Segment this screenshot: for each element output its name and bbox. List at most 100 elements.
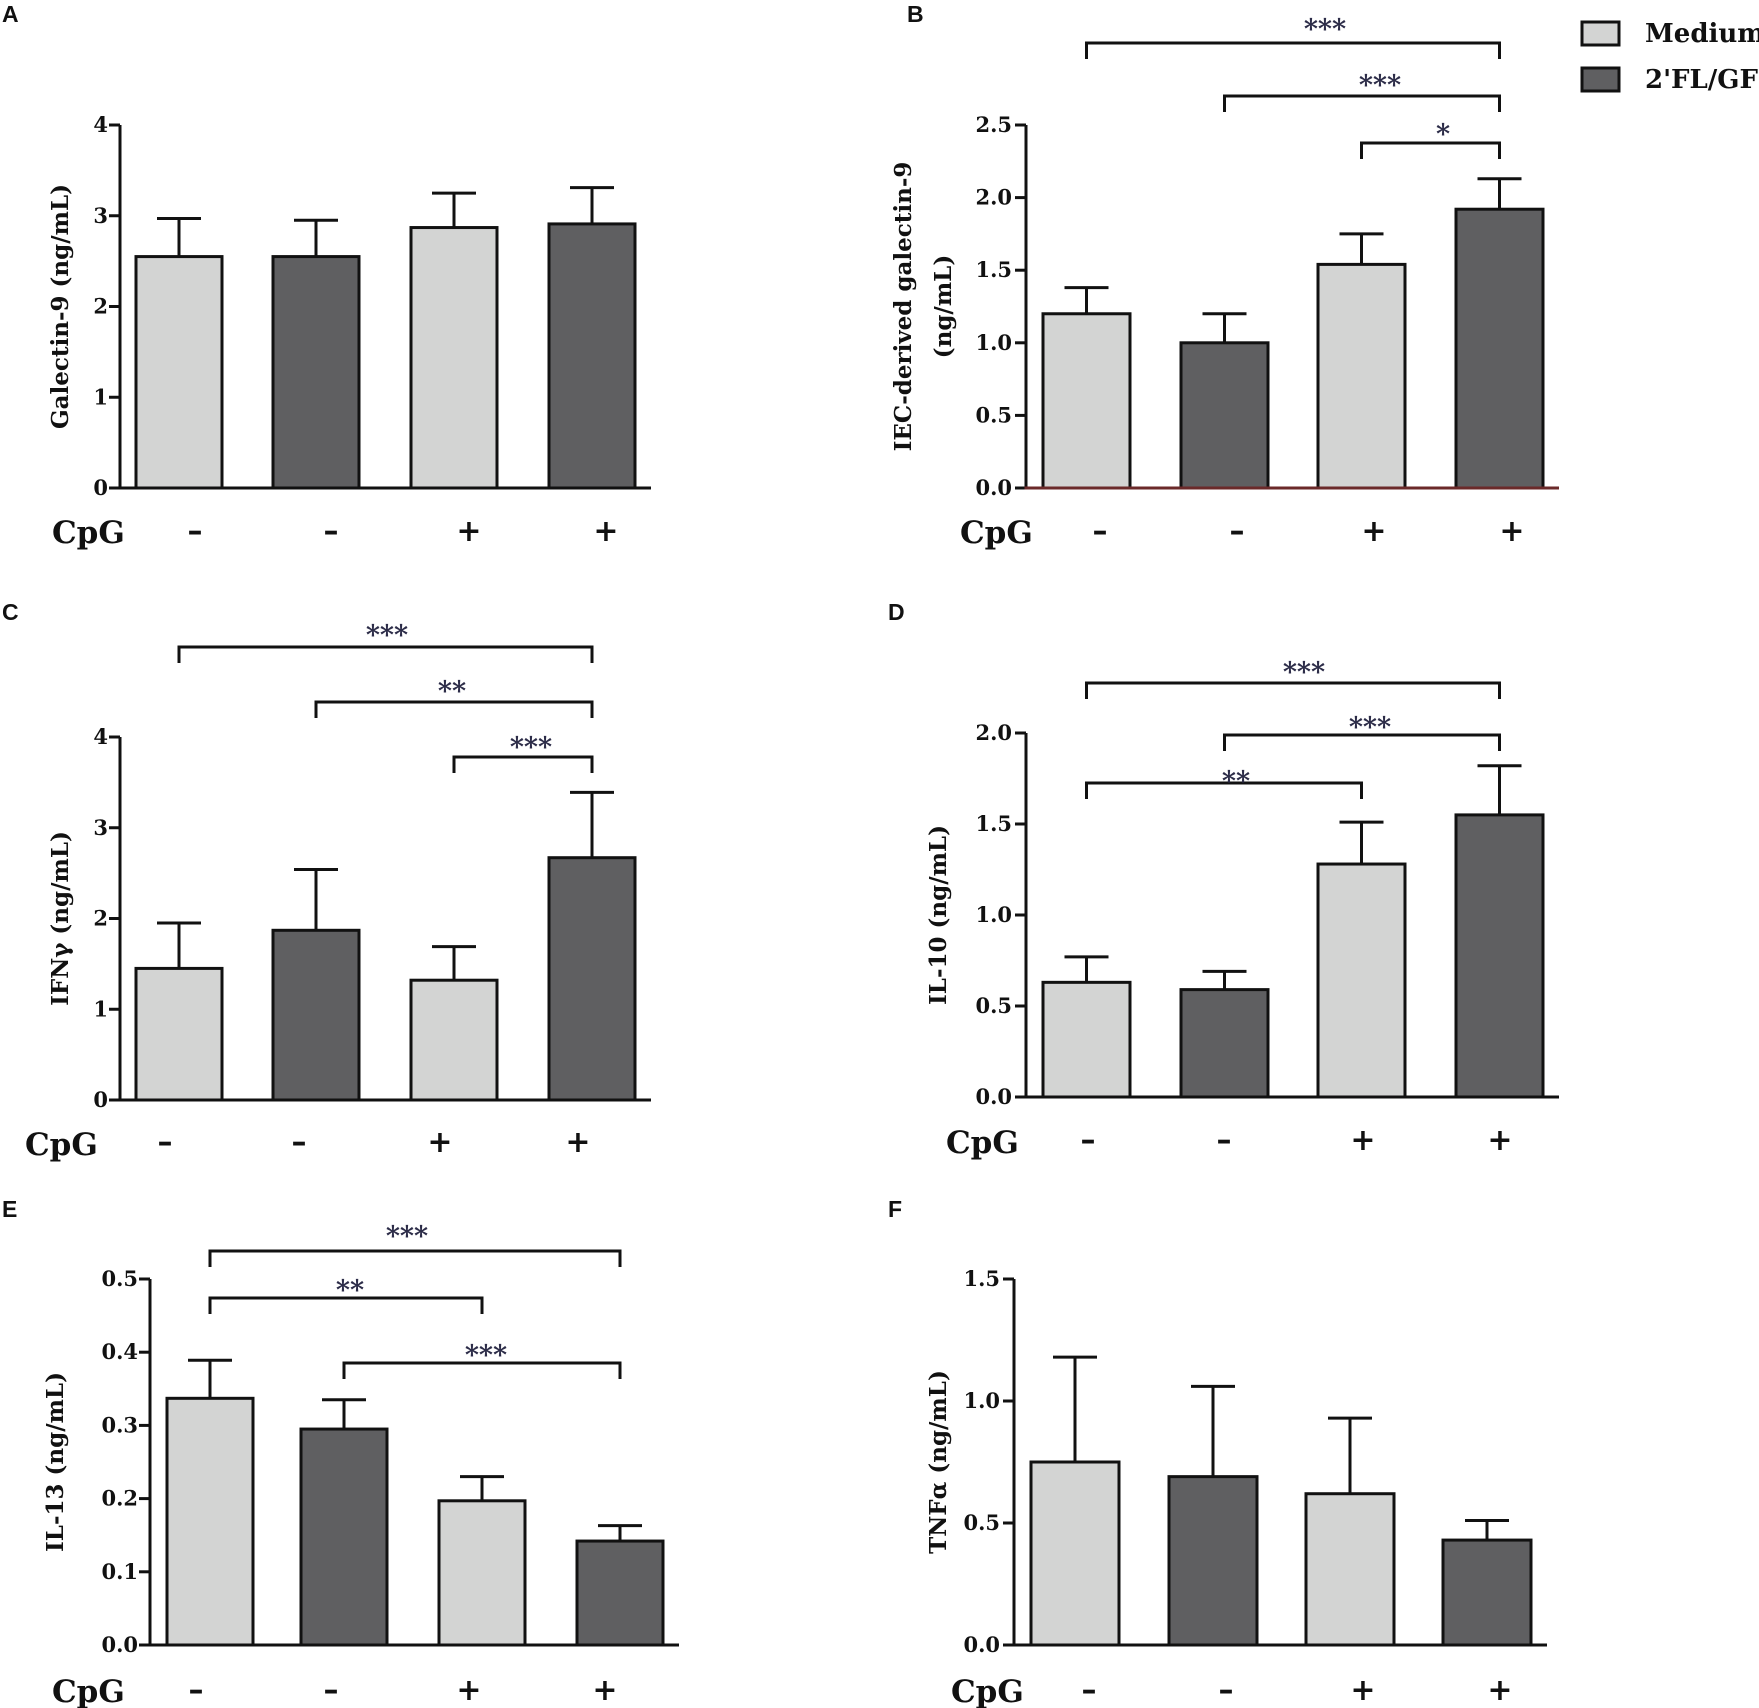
cpg-sign: – xyxy=(189,1673,204,1708)
panel-A: A 0 1 2 3 4 Galectin-9 (ng/mL) CpG – – + + xyxy=(2,1,651,551)
legend-swatch xyxy=(1580,66,1621,93)
y-axis-label: (ng/mL) xyxy=(930,255,957,358)
significance-label: ** xyxy=(438,676,466,707)
cpg-sign: – xyxy=(1093,514,1108,549)
y-tick-label: 0.5 xyxy=(963,1510,1000,1535)
cpg-label: CpG xyxy=(52,1674,125,1708)
cpg-sign: – xyxy=(1082,1673,1097,1708)
panel-D: D0.00.51.01.52.0IL-10 (ng/mL)CpG – – + +****… xyxy=(888,599,1559,1161)
bar xyxy=(1029,1460,1121,1647)
bar xyxy=(437,1499,527,1647)
bar xyxy=(1179,341,1270,490)
bar xyxy=(134,255,224,490)
y-tick-label: 0.2 xyxy=(101,1486,138,1511)
legend-label: 2'FL/GF xyxy=(1645,65,1758,95)
panel-letter: F xyxy=(888,1196,902,1222)
y-tick-label: 2.0 xyxy=(975,720,1012,745)
y-axis-label: IL-13 (ng/mL) xyxy=(42,1372,69,1552)
y-axis-label: Galectin-9 (ng/mL) xyxy=(47,184,74,429)
bar xyxy=(409,978,499,1102)
bar xyxy=(1454,813,1545,1099)
significance-bracket xyxy=(1085,781,1363,799)
legend-label: Medium xyxy=(1645,19,1759,49)
cpg-sign: – xyxy=(324,1673,339,1708)
significance-bracket xyxy=(177,645,594,663)
cpg-sign: + xyxy=(1499,514,1524,549)
y-tick-label: 0.0 xyxy=(975,475,1012,500)
significance-bracket xyxy=(1223,733,1501,751)
y-tick-label: 1.5 xyxy=(963,1266,1000,1291)
y-tick-label: 2.5 xyxy=(975,112,1012,137)
panel-F: F 0.0 0.5 1.0 1.5 TNFα (ng/mL) CpG – – + + xyxy=(888,1196,1547,1708)
bar xyxy=(1167,1475,1259,1647)
significance-label: *** xyxy=(1283,657,1325,688)
y-tick-label: 1.0 xyxy=(963,1388,1000,1413)
y-axis-label: TNFα (ng/mL) xyxy=(925,1370,952,1554)
y-tick-label: 0.0 xyxy=(975,1084,1012,1109)
legend-swatch xyxy=(1580,20,1621,47)
y-tick-label: 0.0 xyxy=(963,1632,1000,1657)
panel-letter: B xyxy=(907,1,924,27)
y-tick-label: 1.5 xyxy=(975,257,1012,282)
bar xyxy=(547,222,637,490)
bar xyxy=(134,966,224,1102)
y-tick-label: 4 xyxy=(93,724,108,749)
y-tick-label: 0.0 xyxy=(101,1632,138,1657)
cpg-sign: + xyxy=(456,1673,481,1708)
bar xyxy=(1179,988,1270,1099)
bar xyxy=(1041,980,1132,1099)
bar xyxy=(1316,862,1407,1099)
y-tick-label: 1 xyxy=(93,384,108,409)
significance-label: * xyxy=(1436,119,1450,150)
cpg-sign: – xyxy=(292,1125,307,1160)
cpg-label: CpG xyxy=(52,515,125,551)
significance-label: *** xyxy=(1349,712,1391,743)
cpg-sign: + xyxy=(1361,514,1386,549)
y-tick-label: 0.5 xyxy=(101,1266,138,1291)
significance-bracket xyxy=(1085,41,1501,59)
significance-label: *** xyxy=(465,1340,507,1371)
significance-bracket xyxy=(208,1249,622,1267)
panel-letter: D xyxy=(888,599,905,625)
bar xyxy=(1304,1492,1396,1647)
y-tick-label: 0.5 xyxy=(975,993,1012,1018)
y-axis-label: IEC-derived galectin-9 xyxy=(890,162,917,452)
y-tick-label: 0.1 xyxy=(101,1559,138,1584)
bar xyxy=(547,856,637,1102)
bar xyxy=(1454,207,1545,490)
y-axis-label: IFNγ (ng/mL) xyxy=(47,831,74,1006)
significance-label: *** xyxy=(386,1221,428,1252)
cpg-sign: + xyxy=(593,514,618,549)
cpg-sign: + xyxy=(456,514,481,549)
bar xyxy=(1316,262,1407,490)
cpg-sign: – xyxy=(1217,1123,1232,1158)
y-tick-label: 0 xyxy=(93,475,108,500)
significance-bracket xyxy=(1223,94,1501,112)
cpg-sign: + xyxy=(1350,1123,1375,1158)
significance-bracket xyxy=(314,700,594,718)
y-tick-label: 3 xyxy=(93,203,108,228)
cpg-sign: – xyxy=(158,1125,173,1160)
significance-bracket xyxy=(452,755,594,773)
bar xyxy=(299,1427,389,1647)
y-tick-label: 0 xyxy=(93,1087,108,1112)
significance-label: ** xyxy=(336,1275,364,1306)
cpg-sign: + xyxy=(427,1125,452,1160)
cpg-sign: – xyxy=(1219,1673,1234,1708)
cpg-sign: + xyxy=(565,1125,590,1160)
cpg-sign: + xyxy=(592,1673,617,1708)
cpg-sign: – xyxy=(324,514,339,549)
cpg-sign: + xyxy=(1487,1123,1512,1158)
cpg-label: CpG xyxy=(25,1127,98,1163)
y-tick-label: 0.4 xyxy=(101,1339,138,1364)
cpg-sign: – xyxy=(1230,514,1245,549)
bar xyxy=(409,226,499,490)
significance-label: *** xyxy=(1359,70,1401,101)
y-tick-label: 0.5 xyxy=(975,402,1012,427)
y-tick-label: 0.3 xyxy=(101,1412,138,1437)
y-tick-label: 1.5 xyxy=(975,811,1012,836)
significance-label: *** xyxy=(510,732,552,763)
y-tick-label: 4 xyxy=(93,112,108,137)
